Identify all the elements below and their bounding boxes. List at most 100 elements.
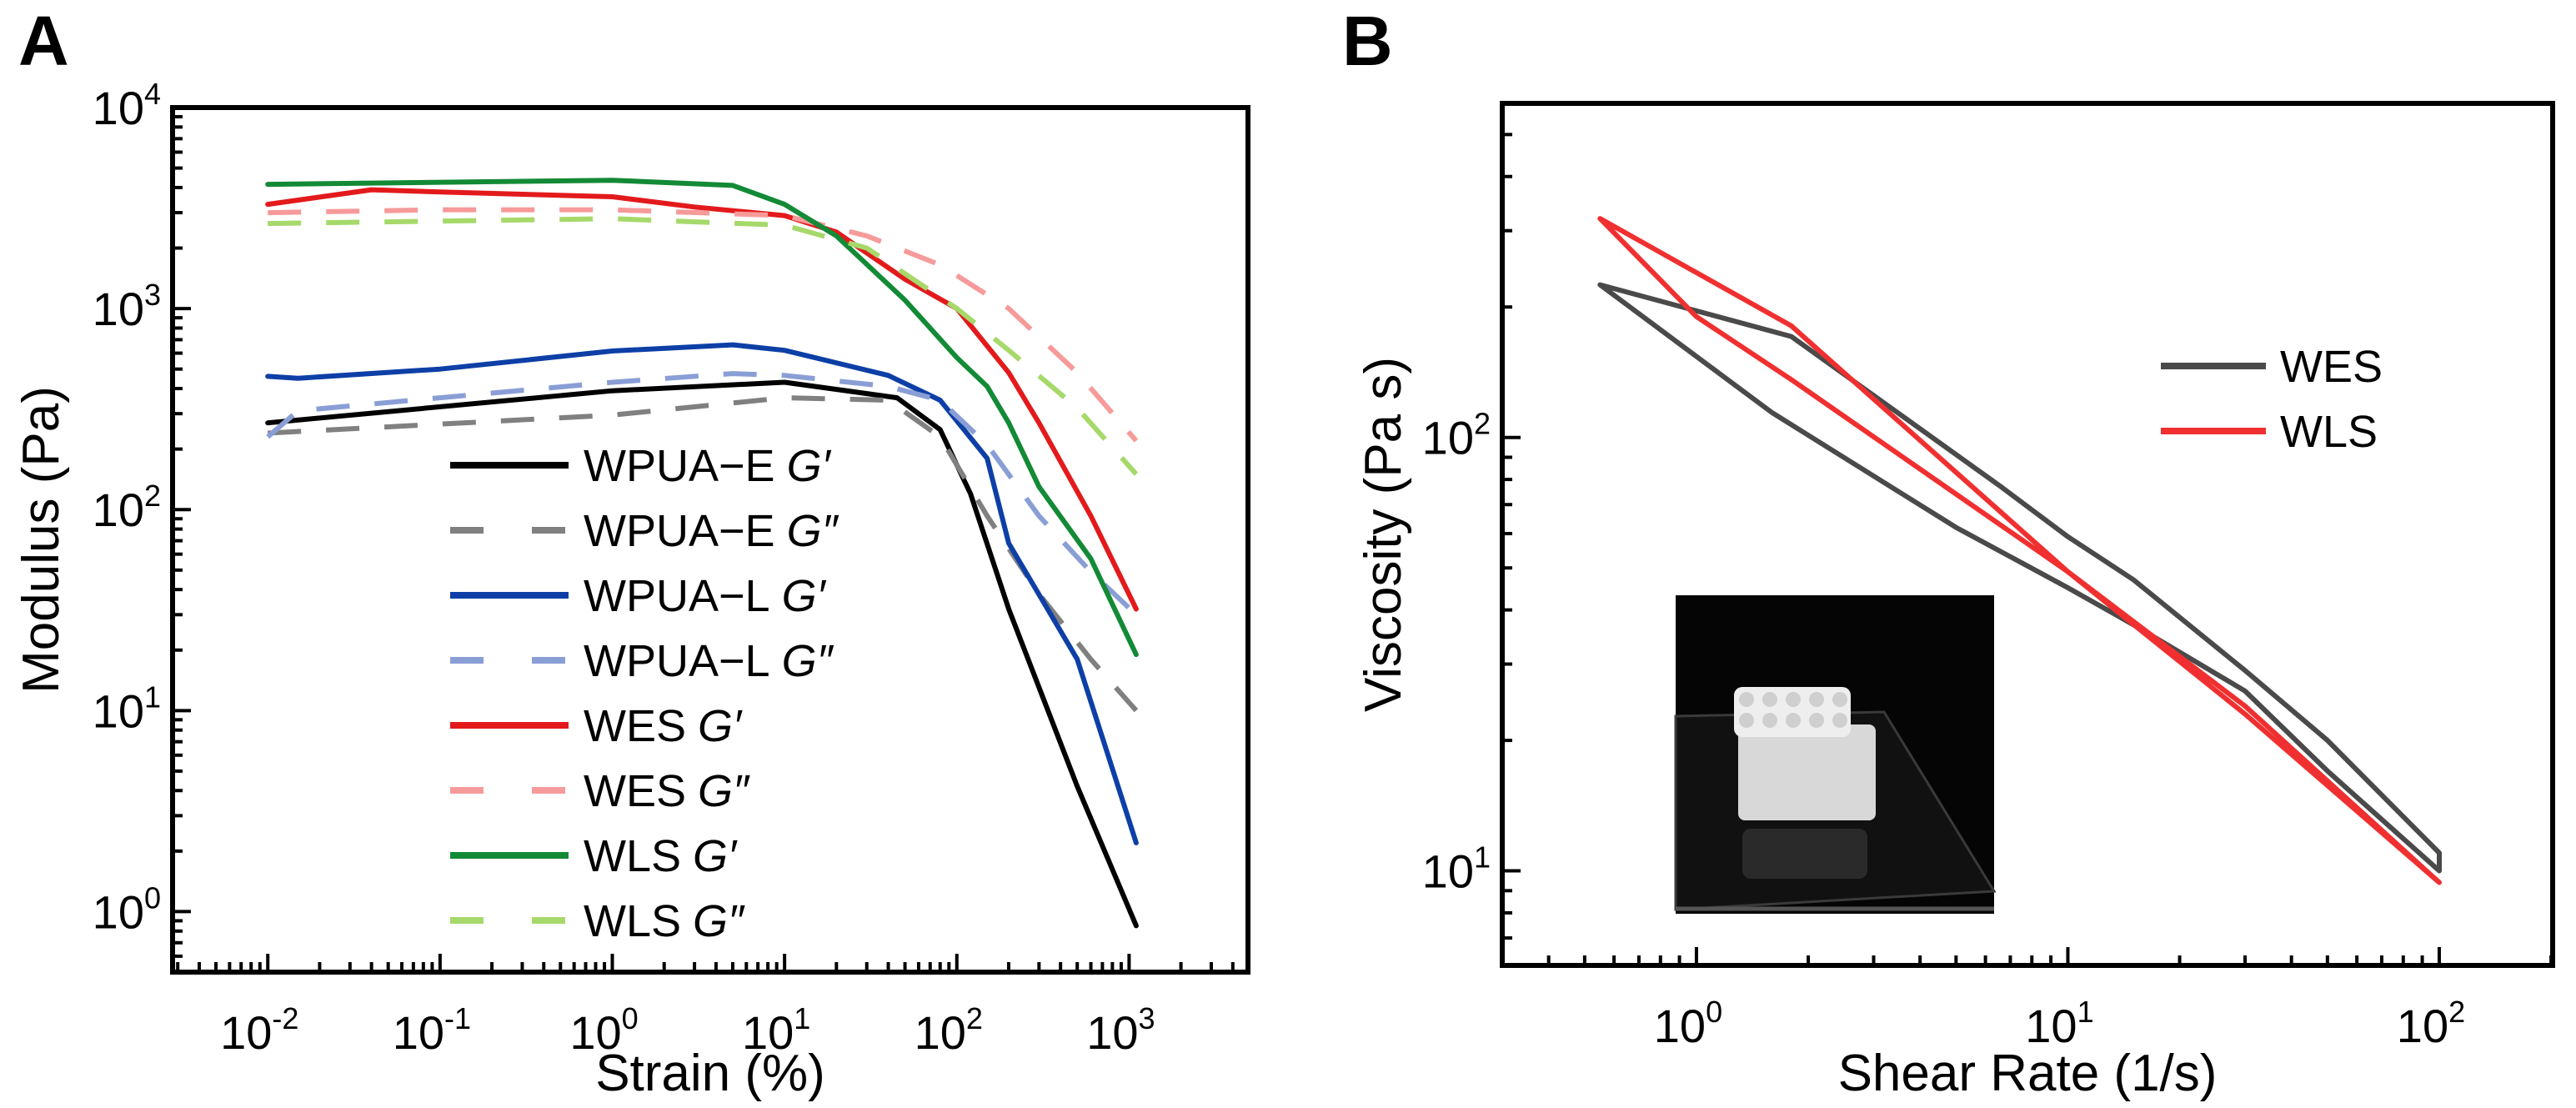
x-tick-label-base: 10 [1654, 1000, 1706, 1052]
panel-label: B [1342, 2, 1393, 80]
legend-series-name: WPUA−E [584, 441, 775, 491]
x-tick-label-exponent: 2 [966, 1001, 983, 1035]
y-tick-label-exponent: 2 [144, 479, 161, 513]
legend-series-name: WPUA−L [584, 636, 770, 686]
series-line-wls-g2 [268, 216, 1139, 476]
y-tick-label: 104 [93, 77, 161, 134]
scaffold-pore [1832, 692, 1847, 707]
y-tick-label-base: 10 [93, 684, 144, 737]
scaffold-pore [1809, 692, 1824, 707]
x-tick-label-exponent: 2 [2448, 995, 2465, 1029]
series-line-wls-g1 [265, 178, 1139, 658]
scaffold-pore [1809, 713, 1824, 728]
x-axis-label: Strain (%) [595, 1045, 825, 1102]
legend-modulus-symbol: G′ [698, 701, 743, 751]
x-tick-label-base: 10 [2397, 1000, 2448, 1052]
legend-modulus-symbol: G′ [787, 441, 832, 491]
y-tick-label: 101 [93, 679, 161, 737]
x-tick-label: 101 [742, 1001, 810, 1059]
legend-modulus-symbol: G″ [698, 766, 750, 816]
x-tick-label: 103 [1086, 1001, 1155, 1059]
panel-a: A10-2 10-1 100 101 102 103100101102103104Stra… [13, 2, 1250, 1102]
y-tick-label-base: 10 [93, 885, 144, 938]
x-tick-label-base: 10 [2025, 1000, 2077, 1052]
x-tick-label: 10-2 [220, 1001, 298, 1059]
y-tick-label-base: 10 [93, 82, 144, 134]
y-tick-label-base: 10 [93, 283, 144, 335]
y-tick-label-base: 10 [1422, 845, 1474, 898]
y-tick-label: 101 [1422, 840, 1491, 898]
x-tick-label: 100 [1654, 995, 1722, 1052]
x-tick-label-base: 10 [1086, 1006, 1138, 1059]
legend-label: WLS G″ [584, 896, 745, 946]
legend-modulus-symbol: G′ [782, 571, 827, 621]
legend-modulus-symbol: G′ [693, 831, 738, 881]
legend-modulus-symbol: G″ [787, 506, 839, 556]
series-line-wes [1597, 282, 2442, 874]
x-tick-label: 100 [569, 1001, 638, 1059]
scaffold-pore [1832, 713, 1847, 728]
y-tick-label-exponent: 1 [1474, 840, 1491, 875]
scaffold-pore [1786, 692, 1801, 707]
y-tick-label-exponent: 0 [144, 880, 161, 915]
legend-label: WES [2280, 342, 2383, 392]
legend-series-name: WLS [584, 831, 681, 881]
legend: WES WLS [2161, 342, 2383, 457]
x-tick-label: 102 [915, 1001, 983, 1059]
legend-label: WLS G′ [584, 831, 738, 881]
x-tick-label-exponent: -1 [444, 1001, 471, 1035]
legend-label: WLS [2280, 407, 2378, 457]
legend-label: WES G″ [584, 766, 750, 816]
legend-series-name: WPUA−L [584, 571, 770, 621]
y-tick-label: 103 [93, 278, 161, 335]
scaffold-pore [1739, 713, 1754, 728]
scaffold-side [1738, 724, 1876, 820]
series-line-wpuae-g1 [265, 379, 1139, 929]
x-axis-label: Shear Rate (1/s) [1838, 1045, 2218, 1102]
series-line-wes-g1 [265, 187, 1139, 612]
y-tick-label-exponent: 2 [1474, 407, 1491, 441]
x-tick-label-base: 10 [742, 1006, 794, 1059]
x-tick-label: 101 [2025, 995, 2093, 1052]
y-tick-label: 102 [93, 479, 161, 536]
x-tick-label: 102 [2397, 995, 2465, 1052]
series-line-wes-g2 [268, 207, 1139, 443]
legend-series-name: WES [584, 766, 686, 816]
x-tick-label-base: 10 [569, 1006, 621, 1059]
legend-label: WPUA−E G″ [584, 506, 839, 556]
legend-series-name: WLS [584, 896, 681, 946]
x-tick-label: 10-1 [393, 1001, 471, 1059]
scaffold-reflection [1742, 829, 1867, 879]
x-tick-label-exponent: 0 [622, 1001, 639, 1035]
y-tick-label-exponent: 1 [144, 679, 161, 714]
scaffold-pore [1786, 713, 1801, 728]
legend-label: WPUA−E G′ [584, 441, 832, 491]
legend-label: WES G′ [584, 701, 743, 751]
y-tick-label: 100 [93, 880, 161, 938]
y-tick-label-base: 10 [1422, 412, 1474, 464]
y-tick-label-base: 10 [93, 484, 144, 536]
legend-label: WPUA−L G′ [584, 571, 827, 621]
panel-label: A [18, 2, 69, 80]
legend: WPUA−E G′WPUA−E G″WPUA−L G′WPUA−L G″WES G′WES… [450, 441, 839, 946]
scaffold-pore [1762, 692, 1777, 707]
series-line-wpual-g1 [265, 342, 1139, 845]
x-tick-label-base: 10 [915, 1006, 966, 1059]
legend-modulus-symbol: G″ [782, 636, 834, 686]
legend-series-name: WES [584, 701, 686, 751]
legend-series-name: WPUA−E [584, 506, 775, 556]
legend-label: WPUA−L G″ [584, 636, 834, 686]
y-axis-label: Modulus (Pa) [13, 386, 70, 694]
inset-photo [1674, 595, 1997, 914]
y-tick-label: 102 [1422, 407, 1491, 464]
series-line-wls [1597, 216, 2442, 885]
x-tick-label-exponent: 1 [794, 1001, 810, 1035]
legend-series-name: WLS [2280, 407, 2378, 457]
x-tick-label-base: 10 [220, 1006, 272, 1059]
x-tick-label-exponent: -2 [272, 1001, 298, 1035]
x-tick-label-exponent: 1 [2077, 995, 2094, 1029]
y-axis-label: Viscosity (Pa s) [1355, 357, 1412, 712]
x-tick-label-exponent: 0 [1706, 995, 1722, 1029]
